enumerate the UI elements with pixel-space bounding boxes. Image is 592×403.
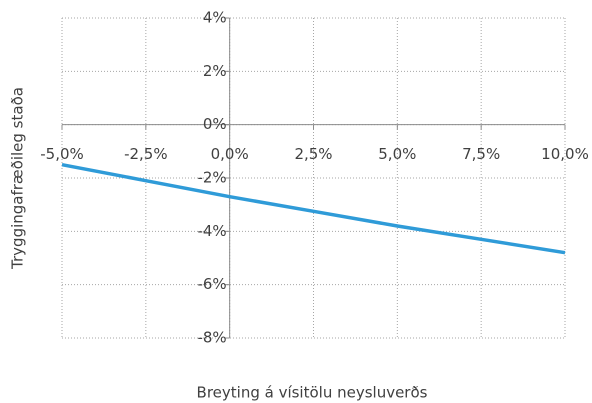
y-axis-label: Tryggingafræðileg staða: [9, 87, 27, 270]
y-tick-label: -8%: [197, 329, 226, 347]
x-tick-label: 10,0%: [541, 145, 589, 163]
x-tick-label: 5,0%: [378, 145, 416, 163]
y-tick-label: -6%: [197, 275, 226, 293]
line-series: [61, 162, 566, 255]
y-tick-label: -4%: [197, 222, 226, 240]
y-tick-label: 0%: [203, 115, 227, 133]
x-tick-label: 0,0%: [211, 145, 249, 163]
x-tick-label: -5,0%: [40, 145, 84, 163]
x-tick-label: 7,5%: [462, 145, 500, 163]
x-axis-label: Breyting á vísitölu neysluverðs: [197, 384, 428, 402]
x-tick-label: -2,5%: [124, 145, 168, 163]
x-tick-label: 2,5%: [294, 145, 332, 163]
y-tick-label: 2%: [203, 62, 227, 80]
y-tick-label: 4%: [203, 9, 227, 27]
y-tick-label: -2%: [197, 169, 226, 187]
